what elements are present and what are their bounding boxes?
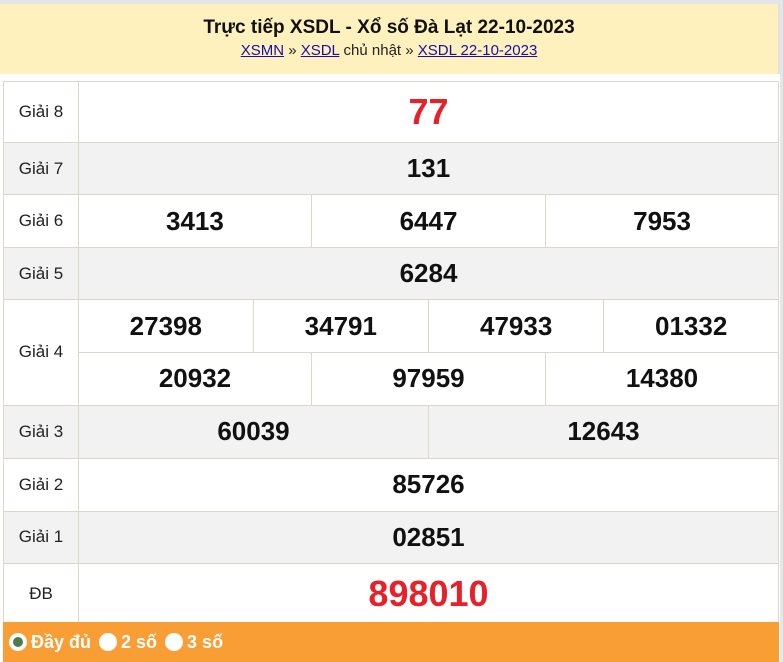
prize-label: Giải 7	[3, 142, 79, 195]
option-label: 2 số	[121, 631, 158, 652]
row-giai-1: Giải 1 02851	[3, 510, 779, 564]
prize-label: Giải 2	[3, 457, 79, 512]
prize-number: 85726	[78, 457, 779, 512]
prize-label: Giải 4	[3, 299, 79, 406]
prize-number: 7953	[545, 195, 778, 247]
prize-number: 34791	[252, 300, 429, 352]
prize-number: 14380	[545, 352, 778, 405]
display-options: Đầy đủ 2 số 3 số	[3, 622, 779, 662]
prize-number: 27398	[129, 310, 202, 341]
row-giai-6: Giải 6 3413 6447 7953	[3, 194, 779, 248]
top-border	[0, 0, 783, 4]
prize-number: 131	[78, 142, 779, 195]
prize-numbers: 60039 12643	[79, 405, 778, 458]
breadcrumb-xsdl[interactable]: XSDL	[300, 42, 340, 59]
prize-number: 01332	[603, 300, 778, 352]
prize-numbers: 3413 6447 7953	[79, 195, 778, 247]
row-giai-2: Giải 2 85726	[3, 457, 779, 512]
prize-cells: 3413 6447 7953	[78, 194, 779, 248]
row-giai-7: Giải 7 131	[3, 142, 779, 195]
prize-number: 47933	[427, 300, 604, 352]
row-giai-4: Giải 4 27398 34791 47933 01332 20932 97959 14…	[3, 299, 779, 406]
prize-number: 6447	[310, 195, 546, 247]
prize-cells: 60039 12643	[78, 404, 779, 459]
prize-number: 20932	[158, 363, 232, 394]
breadcrumb-separator: »	[288, 42, 297, 59]
prize-label: ĐB	[3, 562, 79, 625]
option-label: Đầy đủ	[31, 631, 92, 652]
prize-number: 12643	[428, 405, 778, 458]
page-header: Trực tiếp XSDL - Xổ số Đà Lạt 22-10-2023…	[0, 4, 780, 74]
prize-numbers: 20932 97959 14380	[79, 352, 778, 405]
row-giai-3: Giải 3 60039 12643	[3, 404, 779, 459]
results-table: Giải 8 77 Giải 7 131 Giải 6 3413 6447 7953 Gi…	[3, 81, 779, 625]
radio-unchecked-icon[interactable]	[99, 633, 118, 651]
option-full[interactable]: Đầy đủ	[9, 632, 91, 653]
scrollbar-track	[780, 0, 783, 662]
breadcrumb-separator: »	[405, 42, 414, 59]
prize-label: Giải 1	[3, 510, 79, 564]
breadcrumb: XSMN » XSDL chủ nhật » XSDL 22-10-2023	[0, 42, 778, 59]
prize-label: Giải 8	[3, 81, 79, 143]
prize-number: 02851	[78, 510, 779, 564]
row-giai-5: Giải 5 6284	[3, 247, 779, 300]
radio-unchecked-icon[interactable]	[165, 633, 184, 651]
prize-number: 97959	[310, 352, 546, 405]
prize-number: 898010	[78, 562, 779, 625]
prize-label: Giải 5	[3, 247, 79, 300]
prize-number: 60039	[79, 405, 429, 458]
page-title: Trực tiếp XSDL - Xổ số Đà Lạt 22-10-2023	[203, 17, 575, 38]
row-dac-biet: ĐB 898010	[3, 562, 779, 625]
prize-number: 3413	[165, 205, 224, 236]
option-3-digits[interactable]: 3 số	[165, 632, 223, 653]
breadcrumb-day: chủ nhật	[343, 42, 402, 59]
option-2-digits[interactable]: 2 số	[99, 632, 157, 653]
breadcrumb-date[interactable]: XSDL 22-10-2023	[417, 42, 538, 59]
radio-checked-icon[interactable]	[9, 633, 27, 651]
row-giai-8: Giải 8 77	[3, 81, 779, 143]
prize-label: Giải 6	[3, 194, 79, 248]
prize-numbers: 27398 34791 47933 01332	[79, 300, 778, 352]
prize-number: 77	[78, 81, 779, 143]
option-label: 3 số	[187, 631, 224, 652]
prize-label: Giải 3	[3, 404, 79, 459]
prize-number: 6284	[78, 247, 779, 300]
breadcrumb-xsmn[interactable]: XSMN	[240, 42, 285, 59]
prize-cells: 27398 34791 47933 01332 20932 97959 14380	[78, 299, 779, 406]
